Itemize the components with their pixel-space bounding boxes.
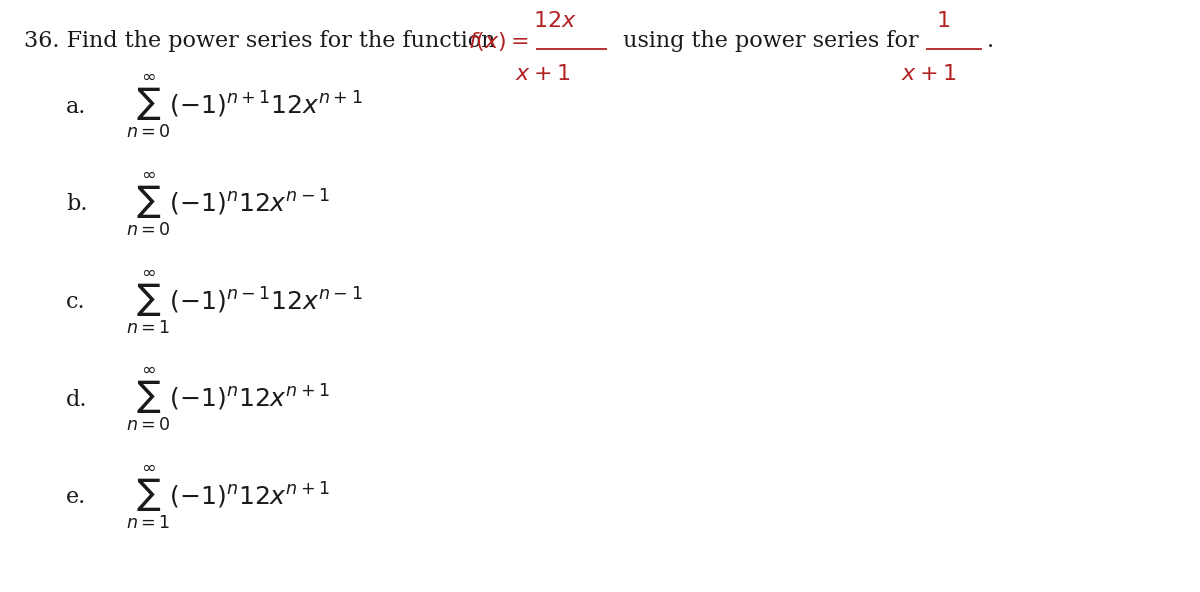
Text: 36. Find the power series for the function: 36. Find the power series for the functi… <box>24 30 503 53</box>
Text: a.: a. <box>66 95 86 118</box>
Text: d.: d. <box>66 388 88 411</box>
Text: $\sum_{n=0}^{\infty}(-1)^{n+1}12x^{n+1}$: $\sum_{n=0}^{\infty}(-1)^{n+1}12x^{n+1}$ <box>126 73 362 140</box>
Text: $\sum_{n=1}^{\infty}(-1)^{n-1}12x^{n-1}$: $\sum_{n=1}^{\infty}(-1)^{n-1}12x^{n-1}$ <box>126 268 362 336</box>
Text: $\sum_{n=1}^{\infty}(-1)^{n}12x^{n+1}$: $\sum_{n=1}^{\infty}(-1)^{n}12x^{n+1}$ <box>126 464 330 531</box>
Text: $x+1$: $x+1$ <box>901 64 956 84</box>
Text: .: . <box>986 30 994 53</box>
Text: $f(x)=$: $f(x)=$ <box>468 30 529 53</box>
Text: using the power series for: using the power series for <box>616 30 925 53</box>
Text: $\sum_{n=0}^{\infty}(-1)^{n}12x^{n-1}$: $\sum_{n=0}^{\infty}(-1)^{n}12x^{n-1}$ <box>126 170 330 238</box>
Text: e.: e. <box>66 486 86 509</box>
Text: $x+1$: $x+1$ <box>515 64 570 84</box>
Text: b.: b. <box>66 193 88 215</box>
Text: $1$: $1$ <box>936 11 950 31</box>
Text: c.: c. <box>66 291 85 313</box>
Text: $\sum_{n=0}^{\infty}(-1)^{n}12x^{n+1}$: $\sum_{n=0}^{\infty}(-1)^{n}12x^{n+1}$ <box>126 366 330 433</box>
Text: $12x$: $12x$ <box>533 11 576 31</box>
